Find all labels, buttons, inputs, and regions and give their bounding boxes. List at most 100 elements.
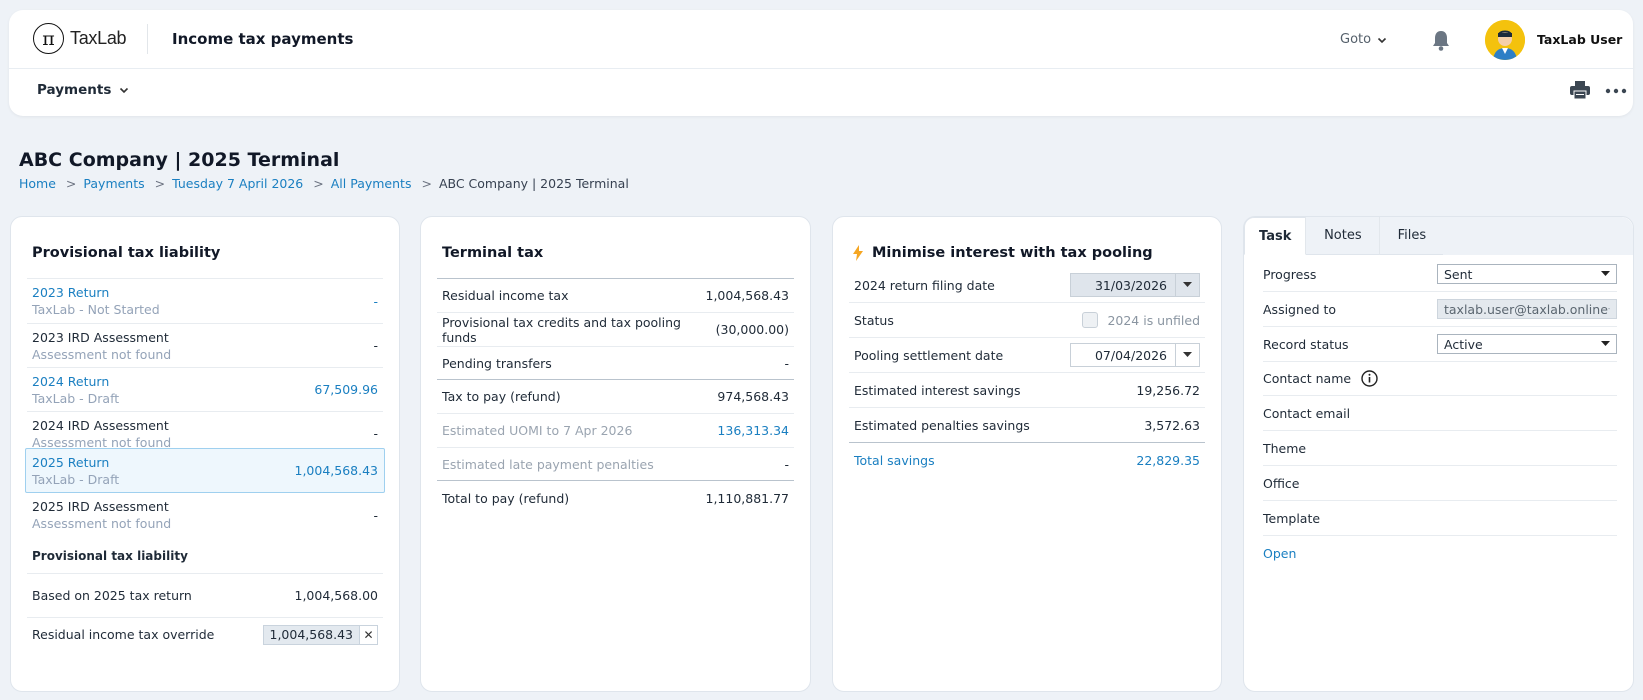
more-options-icon[interactable] <box>1605 88 1627 94</box>
template-row: Template <box>1263 500 1617 535</box>
terminal-row-uomi: Estimated UOMI to 7 Apr 2026 136,313.34 <box>437 413 794 447</box>
assigned-select[interactable]: taxlab.user@taxlab.online <box>1437 299 1617 319</box>
header-divider <box>147 24 148 54</box>
progress-value: Sent <box>1444 266 1473 282</box>
list-item-2025-return[interactable]: 2025 Return TaxLab - Draft 1,004,568.43 <box>25 448 385 493</box>
override-input[interactable]: 1,004,568.43 ✕ <box>262 624 378 645</box>
contact-email-label: Contact email <box>1263 405 1351 421</box>
list-item-2024-assessment: 2024 IRD Assessment Assessment not found … <box>27 411 383 455</box>
assessment-status: Assessment not found <box>32 516 172 531</box>
row-label: Total to pay (refund) <box>442 490 570 506</box>
record-status-label: Record status <box>1263 336 1349 352</box>
panel-tabs: Task Notes Files <box>1244 217 1633 255</box>
settlement-date-value[interactable]: 07/04/2026 <box>1071 344 1175 366</box>
row-label: 2023 Return TaxLab - Not Started <box>32 285 160 317</box>
info-icon[interactable] <box>1361 370 1378 387</box>
assessment-label: 2025 IRD Assessment <box>32 499 169 514</box>
record-status-value: Active <box>1444 336 1483 352</box>
row-label: Provisional tax credits and tax pooling … <box>442 314 681 345</box>
goto-label: Goto <box>1340 32 1372 47</box>
logo-text: TaxLab <box>70 28 127 48</box>
record-status-select[interactable]: Active <box>1437 334 1617 354</box>
uomi-link[interactable]: 136,313.34 <box>717 423 789 438</box>
progress-row: Progress Sent <box>1263 257 1617 291</box>
breadcrumb-separator: > <box>421 176 432 191</box>
record-status-row: Record status Active <box>1263 326 1617 361</box>
tab-task[interactable]: Task <box>1244 217 1307 255</box>
row-label: 2025 IRD Assessment Assessment not found <box>32 499 171 531</box>
row-label: Estimated late payment penalties <box>442 456 654 472</box>
return-status: TaxLab - Draft <box>32 471 120 487</box>
progress-select[interactable]: Sent <box>1437 264 1617 284</box>
row-value: - <box>784 355 789 371</box>
return-link[interactable]: 2023 Return <box>32 285 110 300</box>
open-link[interactable]: Open <box>1263 545 1297 561</box>
terminal-tax-card: Terminal tax Residual income tax 1,004,5… <box>420 216 811 692</box>
settlement-date-picker[interactable]: 07/04/2026 <box>1070 343 1200 367</box>
tab-notes[interactable]: Notes <box>1306 217 1381 255</box>
list-item-2023-return[interactable]: 2023 Return TaxLab - Not Started - <box>27 278 383 323</box>
caret-down-icon[interactable] <box>1175 344 1199 366</box>
goto-menu[interactable]: Goto <box>1340 32 1387 47</box>
row-value: 974,568.43 <box>717 389 789 404</box>
terminal-row-credits: Provisional tax credits and tax pooling … <box>437 312 794 346</box>
breadcrumb-all-payments[interactable]: All Payments <box>330 176 412 191</box>
caret-down-icon[interactable] <box>1175 274 1199 296</box>
penalties-savings-label: Estimated penalties savings <box>854 417 1030 433</box>
return-link[interactable]: 2025 Return <box>32 454 110 470</box>
override-value[interactable]: 1,004,568.43 <box>269 627 354 642</box>
chevron-down-icon <box>120 87 129 94</box>
filing-date-value[interactable]: 31/03/2026 <box>1071 274 1175 296</box>
breadcrumb-payments[interactable]: Payments <box>83 176 145 191</box>
breadcrumb-separator: > <box>154 176 166 191</box>
filing-date-label: 2024 return filing date <box>854 277 995 293</box>
row-label: 2024 Return TaxLab - Draft <box>32 374 119 406</box>
row-value: - <box>373 338 378 353</box>
breadcrumb-current: ABC Company | 2025 Terminal <box>438 176 629 191</box>
user-name: TaxLab User <box>1537 32 1623 47</box>
breadcrumb-separator: > <box>65 176 77 191</box>
assigned-label: Assigned to <box>1263 301 1337 317</box>
return-link[interactable]: 2024 Return <box>32 373 110 389</box>
lightning-icon <box>853 245 863 261</box>
print-icon[interactable] <box>1569 80 1591 100</box>
row-value: - <box>373 507 378 523</box>
settlement-date-row: Pooling settlement date 07/04/2026 <box>849 337 1205 372</box>
breadcrumb: Home > Payments > Tuesday 7 April 2026 >… <box>19 176 629 191</box>
override-label: Residual income tax override <box>32 627 215 642</box>
caret-down-icon <box>1601 341 1610 346</box>
based-on-value: 1,004,568.00 <box>294 588 379 603</box>
tab-files[interactable]: Files <box>1380 217 1444 255</box>
template-label: Template <box>1263 510 1321 526</box>
tax-pooling-card: Minimise interest with tax pooling 2024 … <box>832 216 1222 692</box>
app-header: π TaxLab Income tax payments Goto TaxLab… <box>9 10 1633 116</box>
unfiled-checkbox[interactable] <box>1082 312 1099 328</box>
taxlab-logo[interactable]: π TaxLab <box>33 23 127 54</box>
list-item-2024-return[interactable]: 2024 Return TaxLab - Draft 67,509.96 <box>27 367 383 411</box>
payments-menu[interactable]: Payments <box>37 82 129 98</box>
filing-date-picker[interactable]: 31/03/2026 <box>1070 273 1200 297</box>
theme-row: Theme <box>1263 430 1617 465</box>
row-label: Residual income tax <box>442 288 569 303</box>
terminal-row-residual: Residual income tax 1,004,568.43 <box>437 278 794 312</box>
office-row: Office <box>1263 465 1617 500</box>
total-savings-value[interactable]: 22,829.35 <box>1136 453 1200 468</box>
row-value: - <box>373 293 378 309</box>
row-value: 1,110,881.77 <box>705 490 790 506</box>
penalties-savings-row: Estimated penalties savings 3,572.63 <box>849 407 1205 442</box>
total-savings-link[interactable]: Total savings <box>854 453 935 468</box>
app-title: Income tax payments <box>172 30 354 48</box>
clear-icon[interactable]: ✕ <box>359 625 377 644</box>
bell-icon[interactable] <box>1430 28 1452 52</box>
assessment-status: Assessment not found <box>32 434 172 450</box>
avatar[interactable] <box>1485 20 1525 60</box>
row-label: Tax to pay (refund) <box>442 389 561 404</box>
terminal-row-penalties: Estimated late payment penalties - <box>437 447 794 480</box>
interest-savings-row: Estimated interest savings 19,256.72 <box>849 372 1205 407</box>
breadcrumb-date[interactable]: Tuesday 7 April 2026 <box>172 176 304 191</box>
breadcrumb-home[interactable]: Home <box>19 176 56 191</box>
assessment-label: 2024 IRD Assessment <box>32 417 169 433</box>
assessment-label: 2023 IRD Assessment <box>32 329 169 345</box>
return-status: TaxLab - Not Started <box>32 302 160 317</box>
filing-date-row: 2024 return filing date 31/03/2026 <box>849 268 1205 302</box>
